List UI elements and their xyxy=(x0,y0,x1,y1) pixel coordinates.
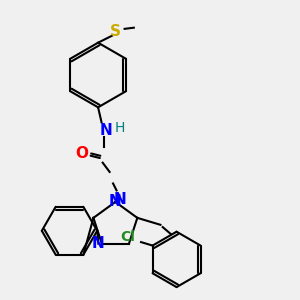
Text: O: O xyxy=(75,146,88,161)
Text: N: N xyxy=(100,123,112,138)
Text: Cl: Cl xyxy=(120,230,135,244)
Text: N: N xyxy=(114,192,126,207)
Text: N: N xyxy=(109,194,122,209)
Text: H: H xyxy=(115,121,125,135)
Text: N: N xyxy=(92,236,105,251)
Text: S: S xyxy=(110,24,121,39)
